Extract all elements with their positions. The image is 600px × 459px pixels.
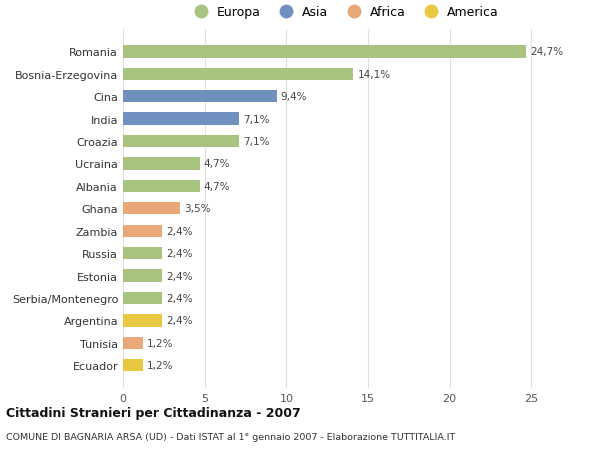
Bar [123,68,353,81]
Bar [123,337,143,349]
Text: 1,2%: 1,2% [146,360,173,370]
Text: Cittadini Stranieri per Cittadinanza - 2007: Cittadini Stranieri per Cittadinanza - 2… [6,406,301,419]
Text: 9,4%: 9,4% [281,92,307,102]
Text: 2,4%: 2,4% [166,293,193,303]
Bar [123,359,143,372]
Bar [123,247,162,260]
Text: 2,4%: 2,4% [166,316,193,326]
Text: 4,7%: 4,7% [204,181,230,191]
Text: 7,1%: 7,1% [243,114,269,124]
Text: 2,4%: 2,4% [166,226,193,236]
Bar [123,314,162,327]
Text: 14,1%: 14,1% [358,70,391,79]
Text: 1,2%: 1,2% [146,338,173,348]
Bar [123,203,180,215]
Bar [123,91,277,103]
Bar [123,180,200,193]
Bar [123,135,239,148]
Text: 2,4%: 2,4% [166,271,193,281]
Text: 2,4%: 2,4% [166,249,193,258]
Text: 7,1%: 7,1% [243,137,269,147]
Text: 3,5%: 3,5% [184,204,211,214]
Legend: Europa, Asia, Africa, America: Europa, Asia, Africa, America [186,4,501,22]
Bar [123,270,162,282]
Bar [123,292,162,304]
Text: 4,7%: 4,7% [204,159,230,169]
Bar [123,225,162,237]
Bar [123,46,526,58]
Bar [123,158,200,170]
Text: 24,7%: 24,7% [530,47,563,57]
Bar [123,113,239,125]
Text: COMUNE DI BAGNARIA ARSA (UD) - Dati ISTAT al 1° gennaio 2007 - Elaborazione TUTT: COMUNE DI BAGNARIA ARSA (UD) - Dati ISTA… [6,432,455,442]
